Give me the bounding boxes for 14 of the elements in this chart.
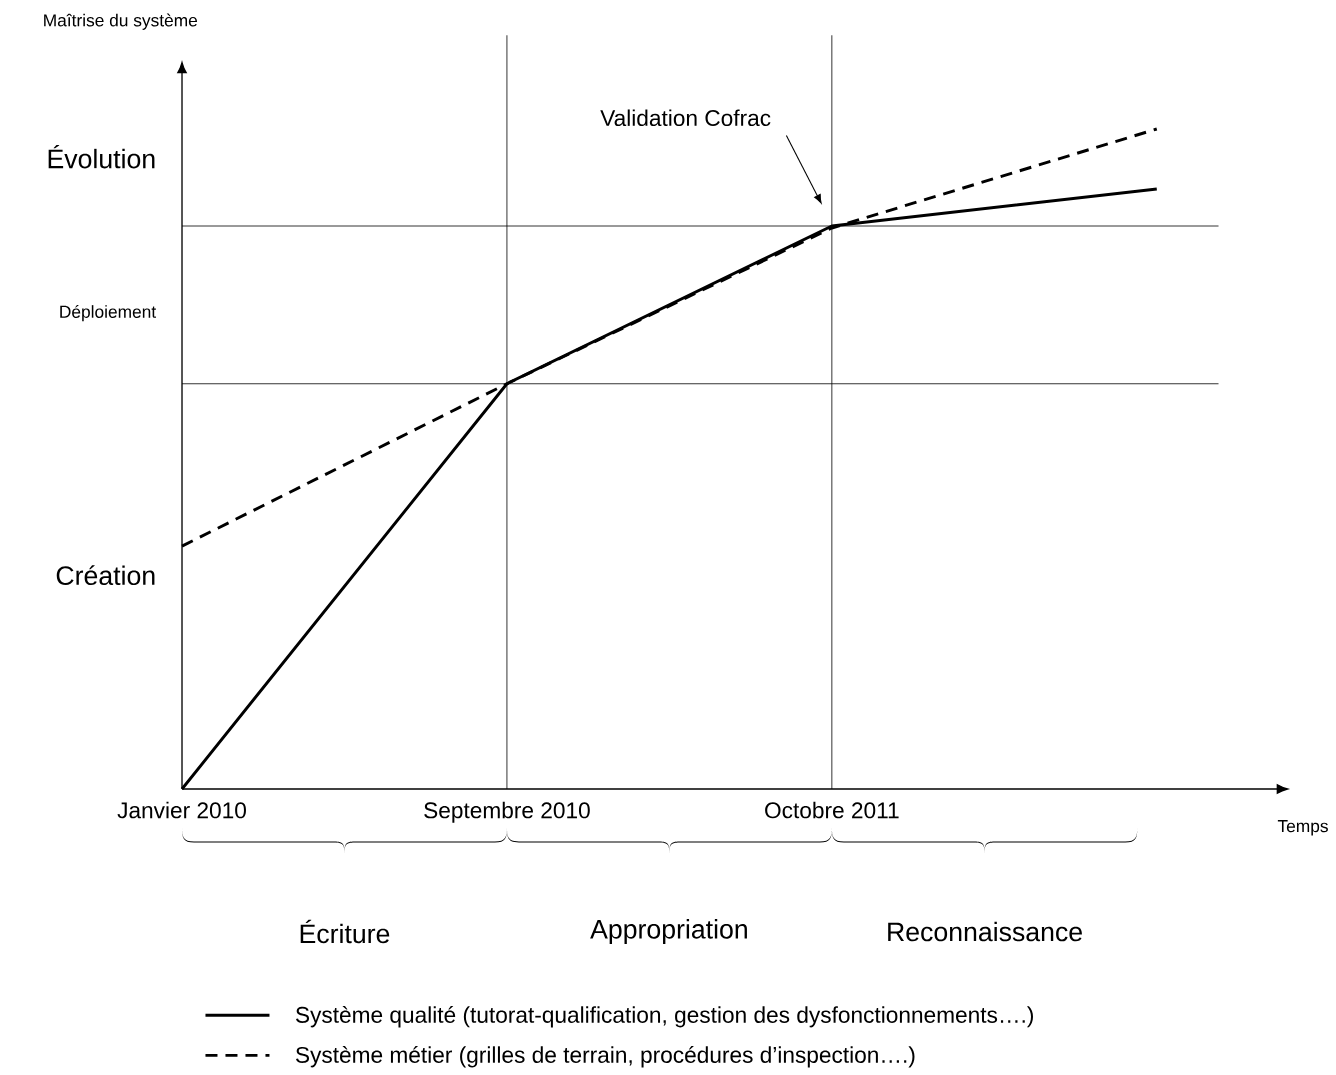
x-tick-label: Septembre 2010 bbox=[424, 801, 590, 823]
legend-label: Système qualité (tutorat-qualification, gestion des dysfonctionnements….) bbox=[295, 1006, 1034, 1028]
text: Validation Cofrac bbox=[600, 109, 771, 127]
text: Maîtrise du système bbox=[44, 13, 198, 30]
text: Écriture bbox=[300, 919, 390, 944]
x-tick-label: Janvier 2010 bbox=[117, 801, 246, 819]
text: Évolution bbox=[48, 145, 155, 169]
x-axis-title: Temps bbox=[1277, 820, 1328, 836]
text: Reconnaissance bbox=[888, 921, 1082, 942]
text: Appropriation bbox=[590, 919, 747, 944]
legend-label: Système métier (grilles de terrain, procédures d’inspection….) bbox=[295, 1046, 915, 1068]
x-tick-label: Octobre 2011 bbox=[765, 801, 899, 819]
text: Création bbox=[56, 565, 155, 586]
text: Déploiement bbox=[60, 304, 157, 322]
